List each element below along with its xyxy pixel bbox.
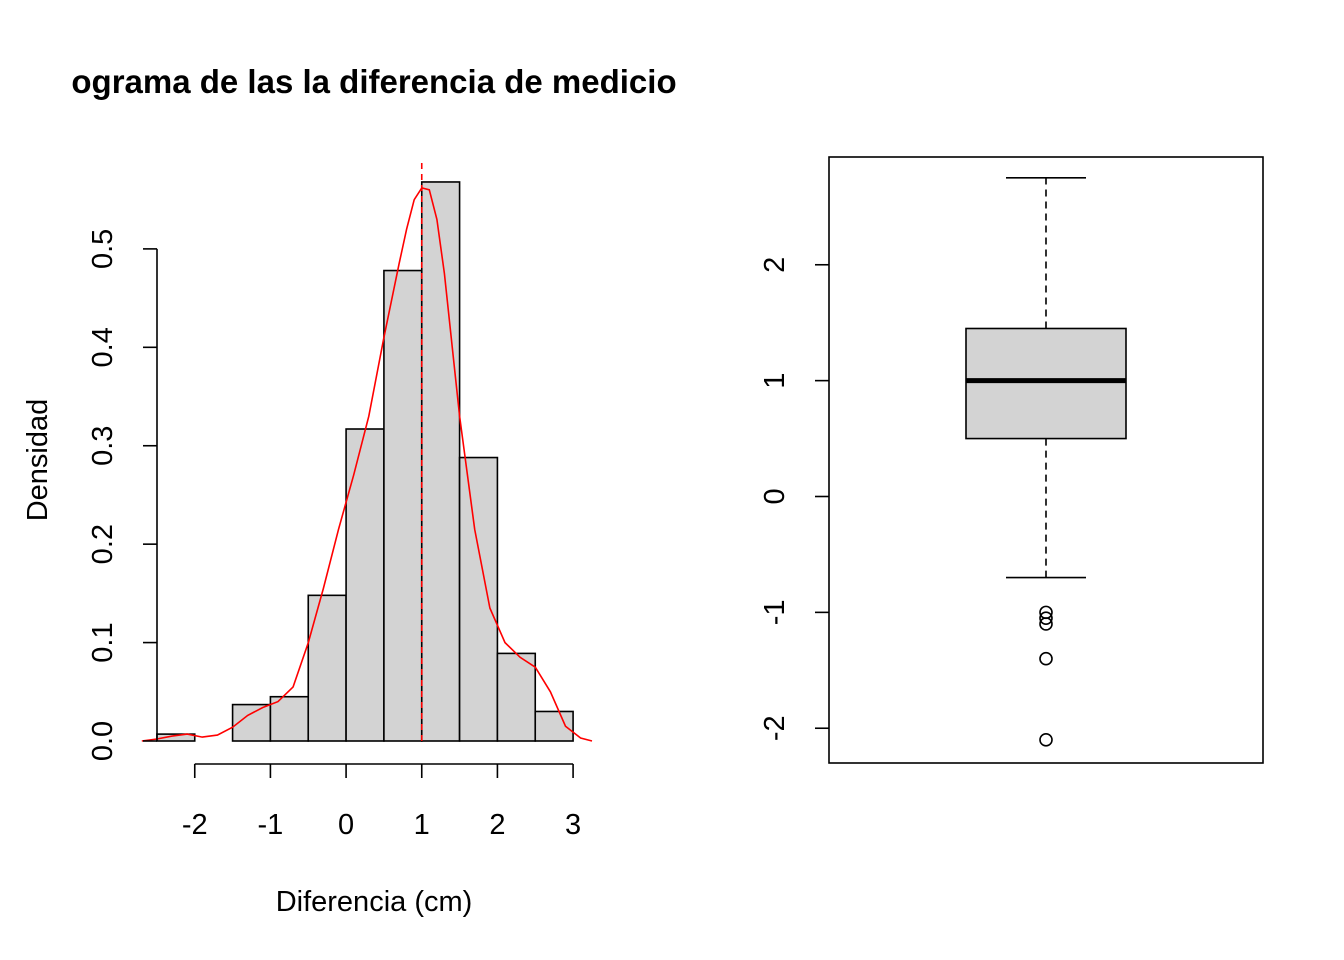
histogram-bar <box>269 695 310 742</box>
y-tick-label: 0 <box>759 488 791 504</box>
y-tick-label: 1 <box>759 373 791 389</box>
boxplot-chart: -2 -1 0 1 2 <box>759 156 1264 764</box>
x-tick-label: -2 <box>182 809 208 841</box>
outlier-point <box>1039 651 1053 666</box>
density-curve <box>141 186 593 742</box>
x-tick-label: 2 <box>489 809 505 841</box>
outlier-point <box>1039 617 1053 631</box>
outlier-point <box>1039 611 1053 625</box>
y-tick-label: 0.3 <box>87 426 119 466</box>
histogram-bars <box>156 181 574 742</box>
x-tick-label: 1 <box>414 809 430 841</box>
histogram-bar <box>496 652 537 742</box>
y-tick-label: 0.0 <box>87 721 119 761</box>
histogram-bar <box>458 456 499 742</box>
y-axis: -2 -1 0 1 2 <box>759 257 829 741</box>
x-tick-label: 0 <box>338 809 354 841</box>
histogram-bar <box>534 710 574 742</box>
x-tick-label: 3 <box>565 809 581 841</box>
y-axis: 0.0 0.1 0.2 0.3 0.4 0.5 <box>87 229 158 761</box>
y-tick-label: -1 <box>759 599 791 625</box>
y-tick-label: 2 <box>759 257 791 273</box>
y-tick-label: 0.1 <box>87 622 119 662</box>
boxplot <box>965 177 1127 747</box>
x-axis: -2 -1 0 1 2 3 <box>182 763 581 841</box>
y-tick-label: 0.2 <box>87 524 119 564</box>
y-tick-label: 0.5 <box>87 229 119 269</box>
histogram-bar <box>307 594 347 742</box>
histogram-bar <box>345 428 385 742</box>
outlier-point <box>1039 733 1053 747</box>
y-axis-label: Densidad <box>22 399 54 522</box>
x-axis-label: Diferencia (cm) <box>276 886 473 918</box>
histogram-bar <box>420 181 461 742</box>
y-tick-label: 0.4 <box>87 327 119 367</box>
x-tick-label: -1 <box>258 809 284 841</box>
histogram-title: ograma de las la diferencia de medicio <box>71 63 676 100</box>
plot-frame <box>828 156 1264 764</box>
box-iqr <box>965 327 1127 440</box>
y-tick-label: -2 <box>759 715 791 741</box>
histogram-bar <box>383 269 423 742</box>
histogram-chart: ograma de las la diferencia de medicio -… <box>22 63 677 918</box>
